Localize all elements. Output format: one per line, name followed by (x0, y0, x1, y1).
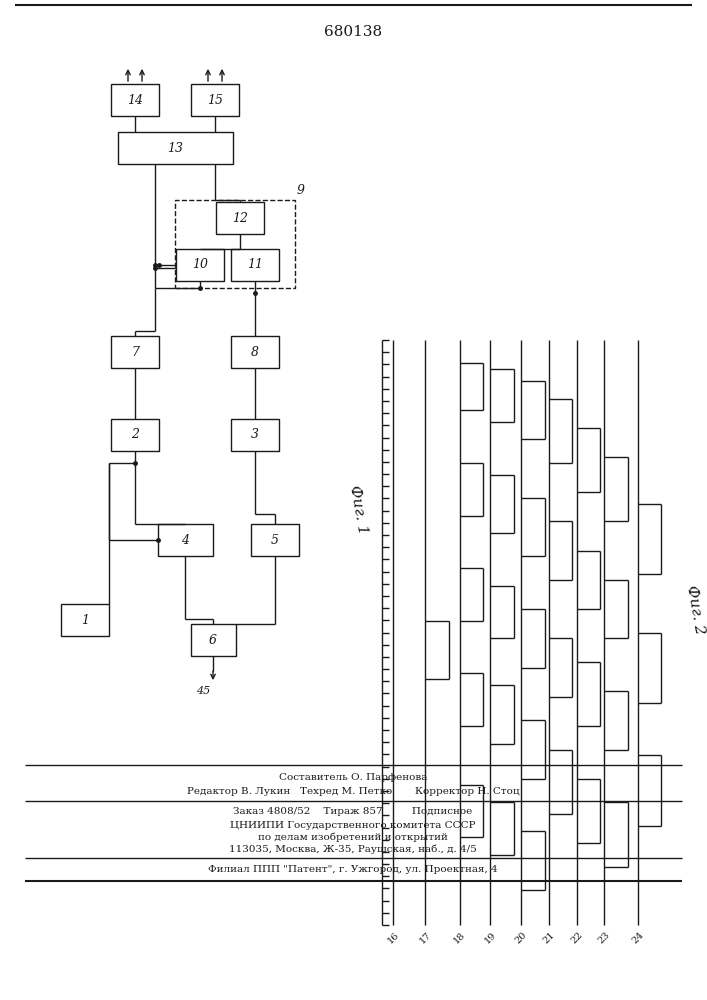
Text: по делам изобретений и открытий: по делам изобретений и открытий (258, 832, 448, 842)
Text: Фиг. 1: Фиг. 1 (347, 484, 369, 536)
Text: 11: 11 (247, 258, 263, 271)
Text: ЦНИИПИ Государственного комитета СССР: ЦНИИПИ Государственного комитета СССР (230, 820, 476, 830)
Bar (191, 84, 239, 116)
Text: 13: 13 (167, 141, 183, 154)
Text: 3: 3 (251, 428, 259, 442)
Text: Заказ 4808/52    Тираж 857         Подписное: Заказ 4808/52 Тираж 857 Подписное (233, 808, 472, 816)
Bar (190, 624, 235, 656)
Bar (231, 336, 279, 368)
Bar (251, 524, 299, 556)
Text: 21: 21 (541, 930, 556, 945)
Text: 113035, Москва, Ж-35, Раушская, наб., д. 4/5: 113035, Москва, Ж-35, Раушская, наб., д.… (229, 844, 477, 854)
Text: 680138: 680138 (324, 25, 382, 39)
Text: 1: 1 (81, 613, 89, 626)
Text: 23: 23 (597, 930, 612, 945)
Bar (111, 336, 159, 368)
Bar (111, 419, 159, 451)
Text: 45: 45 (196, 686, 210, 696)
Text: 17: 17 (418, 930, 433, 945)
Text: 16: 16 (385, 930, 401, 945)
Bar (158, 524, 213, 556)
Text: 22: 22 (569, 930, 584, 945)
Text: 4: 4 (181, 534, 189, 546)
Bar (61, 604, 109, 636)
Text: 7: 7 (131, 346, 139, 359)
Bar (176, 249, 224, 281)
Text: Редактор В. Лукин   Техред М. Петко       Корректор Н. Стоц: Редактор В. Лукин Техред М. Петко Коррек… (187, 786, 520, 796)
Text: 8: 8 (251, 346, 259, 359)
Text: Составитель О. Парфенова: Составитель О. Парфенова (279, 772, 427, 782)
Text: 5: 5 (271, 534, 279, 546)
Text: 18: 18 (452, 930, 467, 945)
Text: 12: 12 (232, 212, 248, 225)
Text: 2: 2 (131, 428, 139, 442)
Bar (231, 249, 279, 281)
Text: 10: 10 (192, 258, 208, 271)
Text: 9: 9 (297, 184, 305, 197)
Text: Фиг. 2: Фиг. 2 (684, 584, 706, 636)
Bar (175, 200, 295, 288)
Text: 14: 14 (127, 94, 143, 106)
Bar (216, 202, 264, 234)
Text: 19: 19 (483, 930, 498, 945)
Text: Филиал ППП "Патент", г. Ужгород, ул. Проектная, 4: Филиал ППП "Патент", г. Ужгород, ул. Про… (208, 865, 498, 874)
Bar (231, 419, 279, 451)
Bar (117, 132, 233, 164)
Text: 15: 15 (207, 94, 223, 106)
Text: 24: 24 (630, 930, 645, 945)
Bar (111, 84, 159, 116)
Text: 6: 6 (209, 634, 217, 647)
Text: 20: 20 (513, 930, 529, 945)
